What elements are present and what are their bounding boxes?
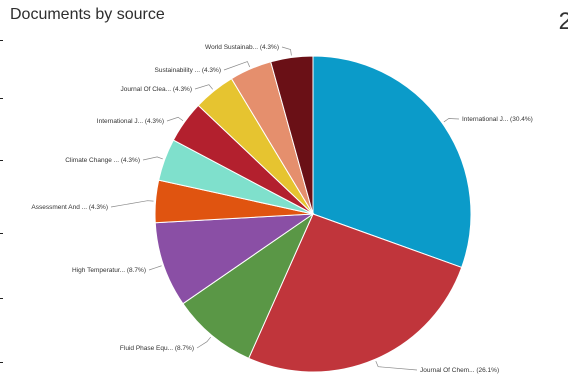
slice-labels: International J... (30.4%) Journal Of Che… xyxy=(31,44,532,374)
slice-label-10: World Sustainab... (4.3%) xyxy=(205,44,279,51)
slice-label-1: International J... (30.4%) xyxy=(462,116,533,123)
chart-title: Documents by source xyxy=(10,6,165,23)
pie-slices xyxy=(154,55,472,373)
leader-line-5 xyxy=(110,200,154,208)
pie-slice-10 xyxy=(270,55,314,215)
leader-line-1 xyxy=(443,118,460,123)
pie-slice-3 xyxy=(182,212,315,359)
slice-label-8: Journal Of Clea... (4.3%) xyxy=(120,86,192,93)
leader-line-4 xyxy=(148,265,162,271)
slice-label-5: Assessment And ... (4.3%) xyxy=(31,204,108,211)
pie-slice-1 xyxy=(312,55,472,269)
pie-slice-2 xyxy=(248,213,463,373)
slice-label-4: High Temperatur... (8.7%) xyxy=(72,267,146,274)
cut-off-heading-fragment: 2 xyxy=(558,8,568,35)
leader-lines xyxy=(110,46,460,371)
leader-line-9 xyxy=(223,61,251,71)
leader-line-8 xyxy=(194,84,213,90)
leader-line-10 xyxy=(281,46,292,56)
slice-label-7: International J... (4.3%) xyxy=(97,118,164,125)
leader-line-7 xyxy=(166,116,184,122)
slice-label-2: Journal Of Chem... (26.1%) xyxy=(420,367,499,374)
leader-line-6 xyxy=(142,156,163,161)
leader-line-3 xyxy=(196,336,212,349)
slice-label-9: Sustainability ... (4.3%) xyxy=(155,67,221,74)
slice-label-6: Climate Change ... (4.3%) xyxy=(65,157,140,164)
leader-line-2 xyxy=(375,361,418,371)
pie-slice-4 xyxy=(154,213,315,305)
slice-label-3: Fluid Phase Equ... (8.7%) xyxy=(120,345,194,352)
